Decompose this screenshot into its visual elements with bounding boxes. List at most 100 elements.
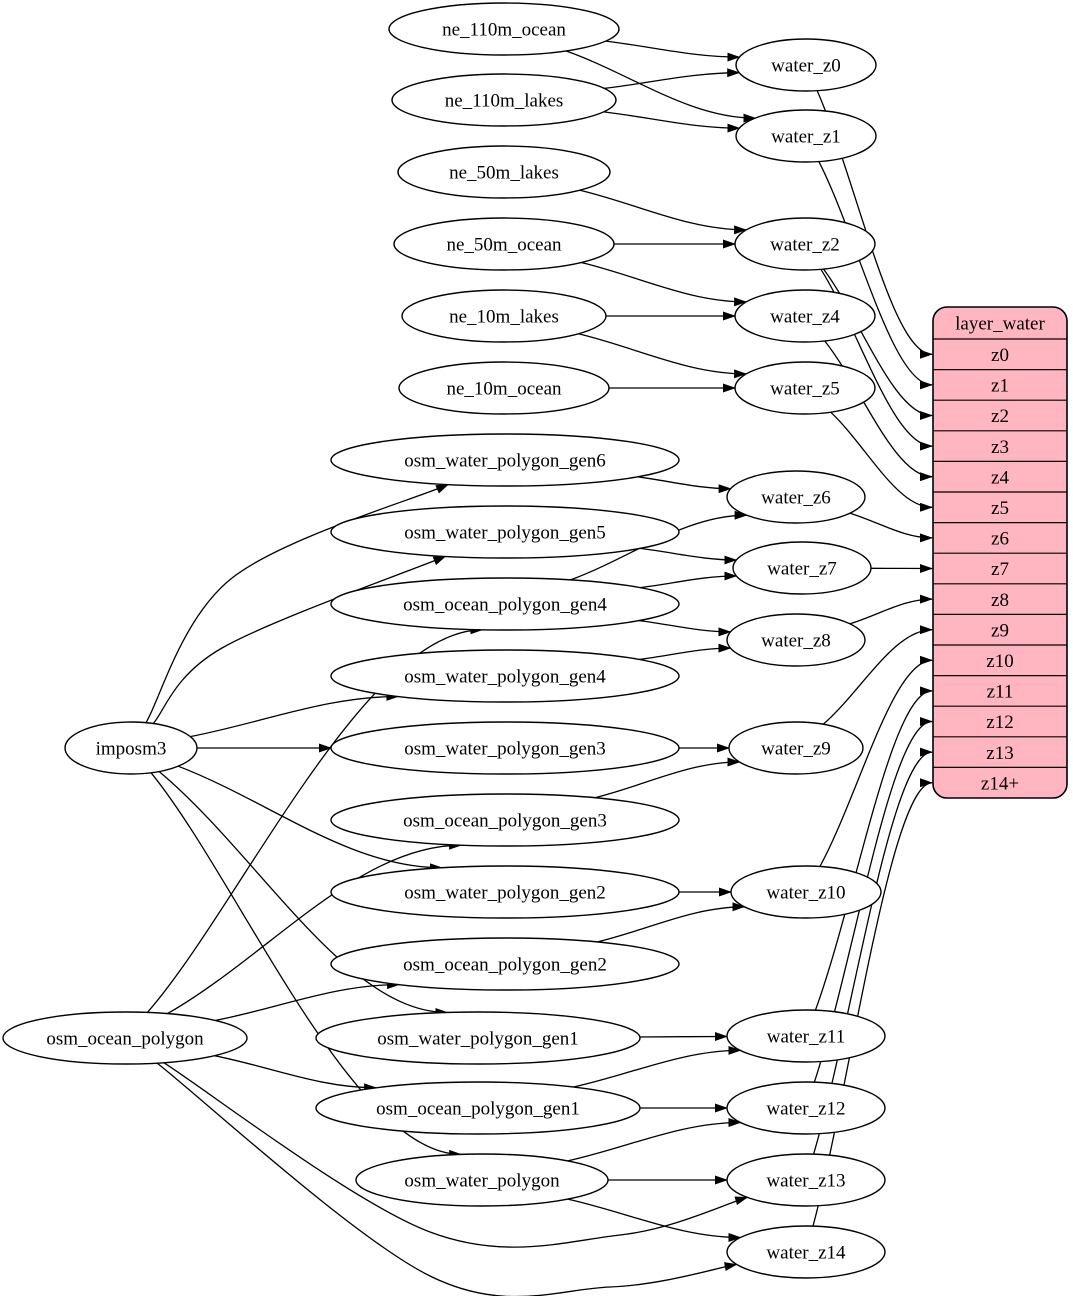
node-ellipse: [734, 217, 876, 271]
node-label-water_z14: water_z14: [766, 1243, 846, 1264]
node-ne_10m_lakes: ne_10m_lakes: [401, 289, 607, 343]
node-osm_ocean_polygon_gen2: osm_ocean_polygon_gen2: [330, 937, 680, 991]
node-ellipse: [726, 1225, 886, 1279]
node-label-osm_water_polygon_gen1: osm_water_polygon_gen1: [377, 1029, 579, 1050]
node-water_z14: water_z14: [726, 1225, 886, 1279]
node-label-water_z10: water_z10: [766, 883, 845, 904]
edge-imposm3-to-osm_water_polygon_gen4: [190, 692, 400, 738]
nodes: imposm3 osm_ocean_polygon ne_110m_ocean ne_…: [2, 2, 886, 1279]
node-ellipse: [355, 1153, 609, 1207]
node-ellipse: [726, 1009, 886, 1063]
edge-osm_ocean_polygon-to-osm_ocean_polygon_gen3: [167, 840, 463, 1015]
table-row-z12: z12: [986, 712, 1013, 733]
node-osm_ocean_polygon_gen4: osm_ocean_polygon_gen4: [330, 577, 680, 631]
node-label-water_z13: water_z13: [766, 1171, 845, 1192]
edge-ne_50m_ocean-to-water_z4: [581, 261, 748, 307]
node-osm_ocean_polygon_gen1: osm_ocean_polygon_gen1: [315, 1081, 641, 1135]
table-row-z5: z5: [991, 498, 1009, 519]
edge-water_z5-to-layer_water-z5: [830, 411, 933, 512]
node-ellipse: [330, 649, 680, 703]
layer-water-table: layer_water z0 z1 z2 z3 z4 z5 z6 z7 z8 z9 z10 z11 z12…: [932, 306, 1068, 799]
node-ellipse: [735, 38, 877, 92]
node-ne_110m_lakes: ne_110m_lakes: [391, 73, 617, 127]
table-row-z3: z3: [991, 437, 1009, 458]
node-water_z13: water_z13: [726, 1153, 886, 1207]
edge-water_z9-to-layer_water-z9: [822, 625, 933, 725]
node-label-water_z8: water_z8: [761, 631, 831, 652]
table-row-z13: z13: [986, 743, 1013, 764]
edge-water_z6-to-layer_water-z6: [849, 512, 933, 543]
node-label-osm_ocean_polygon_gen1: osm_ocean_polygon_gen1: [376, 1099, 580, 1120]
node-ellipse: [728, 721, 864, 775]
node-water_z4: water_z4: [734, 289, 876, 343]
node-label-water_z4: water_z4: [770, 307, 840, 328]
node-label-osm_ocean_polygon_gen2: osm_ocean_polygon_gen2: [403, 955, 607, 976]
table-row-z11: z11: [987, 682, 1014, 703]
node-water_z10: water_z10: [730, 865, 882, 919]
node-ne_50m_ocean: ne_50m_ocean: [393, 217, 615, 271]
node-ellipse: [64, 721, 198, 775]
edge-ne_50m_lakes-to-water_z2: [579, 189, 748, 235]
edge-osm_ocean_polygon-to-osm_ocean_polygon_gen4: [146, 625, 484, 1013]
edge-water_z10-to-layer_water-z10: [819, 655, 933, 867]
edge-osm_water_polygon_gen5-to-water_z7: [640, 547, 738, 565]
node-ne_50m_lakes: ne_50m_lakes: [397, 145, 611, 199]
edge-osm_ocean_polygon_gen2-to-water_z10: [597, 902, 746, 943]
edge-ne_10m_lakes-to-water_z5: [578, 333, 748, 379]
table-row-z1: z1: [991, 376, 1009, 397]
node-label-osm_ocean_polygon_gen4: osm_ocean_polygon_gen4: [403, 595, 607, 616]
node-water_z1: water_z1: [735, 109, 877, 163]
node-label-water_z7: water_z7: [767, 559, 837, 580]
node-ellipse: [330, 793, 680, 847]
node-osm_water_polygon_gen5: osm_water_polygon_gen5: [330, 505, 680, 559]
node-ellipse: [726, 1081, 886, 1135]
node-ellipse: [330, 577, 680, 631]
edge-osm_ocean_polygon_gen4-to-water_z7: [640, 571, 738, 589]
node-water_z0: water_z0: [735, 38, 877, 92]
node-label-water_z5: water_z5: [770, 379, 840, 400]
node-osm_ocean_polygon: osm_ocean_polygon: [2, 1011, 248, 1065]
node-label-water_z11: water_z11: [767, 1027, 845, 1048]
node-osm_water_polygon_gen3: osm_water_polygon_gen3: [330, 721, 680, 775]
node-water_z11: water_z11: [726, 1009, 886, 1063]
edge-imposm3-to-osm_water_polygon_gen5: [152, 555, 447, 724]
node-ellipse: [397, 145, 611, 199]
edge-water_z1-to-layer_water-z1: [818, 161, 933, 390]
node-ellipse: [2, 1011, 248, 1065]
edge-osm_water_polygon_gen1-to-water_z11: [639, 1032, 728, 1042]
node-ne_110m_ocean: ne_110m_ocean: [388, 2, 620, 56]
node-osm_water_polygon: osm_water_polygon: [355, 1153, 609, 1207]
node-water_z7: water_z7: [732, 541, 872, 595]
node-label-ne_10m_lakes: ne_10m_lakes: [449, 307, 559, 328]
node-ellipse: [398, 361, 610, 415]
node-water_z5: water_z5: [734, 361, 876, 415]
node-label-ne_50m_ocean: ne_50m_ocean: [446, 235, 562, 256]
node-ellipse: [393, 217, 615, 271]
node-label-water_z6: water_z6: [761, 488, 831, 509]
table-row-z8: z8: [991, 590, 1009, 611]
edge-imposm3-to-osm_water_polygon_gen2: [177, 765, 443, 873]
node-ellipse: [730, 865, 882, 919]
table-row-z7: z7: [991, 559, 1009, 580]
edge-imposm3-to-osm_water_polygon_gen6: [145, 484, 450, 724]
node-label-osm_water_polygon_gen6: osm_water_polygon_gen6: [404, 451, 606, 472]
edge-ne_110m_lakes-to-water_z0: [604, 68, 741, 90]
edge-ne_110m_lakes-to-water_z1: [603, 111, 741, 133]
node-water_z8: water_z8: [726, 613, 866, 667]
edge-ne_110m_ocean-to-water_z0: [605, 40, 741, 62]
node-ellipse: [726, 470, 866, 524]
edge-osm_ocean_polygon-to-water_z13: [163, 1062, 749, 1248]
node-ellipse: [315, 1011, 641, 1065]
node-label-water_z0: water_z0: [771, 56, 841, 77]
node-label-water_z9: water_z9: [761, 739, 831, 760]
node-label-osm_ocean_polygon: osm_ocean_polygon: [46, 1029, 204, 1050]
edge-osm_water_polygon_gen4-to-water_z8: [638, 643, 732, 661]
node-osm_water_polygon_gen4: osm_water_polygon_gen4: [330, 649, 680, 703]
node-ellipse: [391, 73, 617, 127]
table-row-z9: z9: [991, 620, 1009, 641]
table-row-z4: z4: [991, 467, 1009, 488]
node-water_z2: water_z2: [734, 217, 876, 271]
table-row-z0: z0: [991, 345, 1009, 366]
